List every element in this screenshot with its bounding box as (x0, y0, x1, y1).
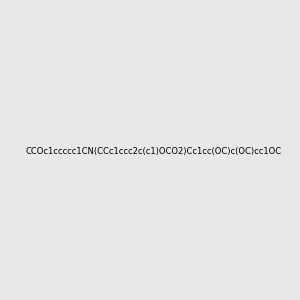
Text: CCOc1ccccc1CN(CCc1ccc2c(c1)OCO2)Cc1cc(OC)c(OC)cc1OC: CCOc1ccccc1CN(CCc1ccc2c(c1)OCO2)Cc1cc(OC… (26, 147, 282, 156)
